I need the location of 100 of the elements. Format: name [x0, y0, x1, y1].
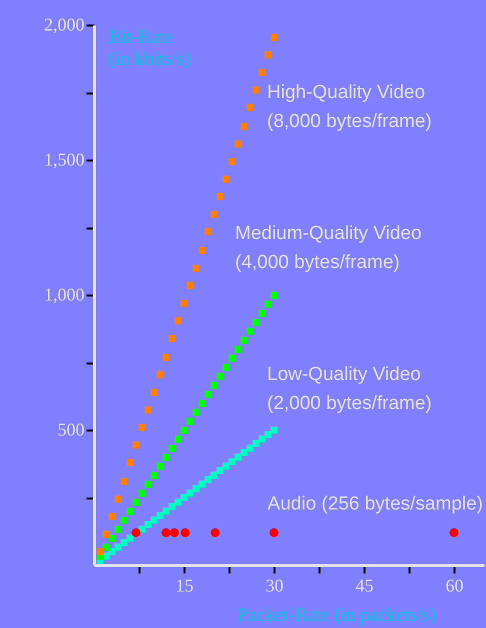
- point: [174, 435, 182, 442]
- point: [168, 444, 176, 452]
- point: [138, 489, 146, 496]
- point: [216, 192, 224, 200]
- point: [270, 426, 278, 434]
- point: [126, 458, 134, 466]
- point: [170, 528, 179, 538]
- point: [210, 472, 218, 479]
- point: [168, 334, 176, 342]
- point: [240, 122, 248, 130]
- point: [198, 480, 206, 488]
- x-tick-label: 45: [356, 576, 374, 596]
- point: [156, 512, 164, 520]
- point: [240, 448, 248, 456]
- point: [192, 408, 200, 416]
- x-tick-label: 60: [446, 576, 464, 596]
- point: [246, 104, 254, 111]
- point: [198, 400, 206, 406]
- point: [210, 528, 220, 538]
- series-label: High-Quality Video (8,000 bytes/frame): [267, 82, 432, 132]
- point: [156, 371, 164, 378]
- point: [162, 508, 170, 514]
- point: [192, 485, 200, 492]
- point: [186, 418, 194, 425]
- text: Medium-Quality Video (4,000 bytes/frame): [235, 223, 422, 273]
- x-tick-label: 30: [266, 576, 284, 596]
- y-tick-label: 500: [58, 420, 84, 440]
- point: [162, 528, 170, 538]
- point: [180, 528, 190, 538]
- point: [252, 318, 260, 326]
- point: [150, 472, 158, 479]
- point: [180, 426, 188, 434]
- point: [264, 51, 272, 58]
- point: [162, 454, 170, 460]
- point: [216, 467, 224, 474]
- point: [210, 381, 218, 388]
- point: [222, 175, 230, 182]
- y-tick-label: 2,000: [44, 14, 84, 34]
- point: [270, 292, 278, 298]
- point: [180, 300, 188, 307]
- point: [144, 480, 152, 488]
- point: [222, 462, 230, 470]
- point: [234, 454, 242, 460]
- point: [246, 327, 254, 334]
- point: [228, 354, 236, 362]
- point: [126, 508, 134, 514]
- point: [180, 494, 188, 501]
- point: [132, 441, 140, 448]
- point: [228, 158, 236, 165]
- point: [186, 282, 194, 290]
- point: [120, 516, 128, 524]
- point: [234, 346, 242, 352]
- point: [96, 548, 104, 555]
- point: [264, 431, 272, 438]
- point: [168, 502, 176, 510]
- point: [144, 406, 152, 414]
- point: [450, 528, 458, 538]
- point: [240, 336, 248, 344]
- point: [204, 228, 212, 236]
- point: [204, 390, 212, 398]
- point: [162, 354, 170, 361]
- point: [102, 543, 110, 550]
- point: [156, 462, 164, 470]
- point: [228, 458, 236, 466]
- point: [270, 34, 278, 41]
- point: [264, 300, 272, 308]
- point: [174, 498, 182, 506]
- point: [192, 264, 200, 272]
- point: [216, 372, 224, 380]
- point: [108, 534, 116, 542]
- point: [108, 512, 116, 520]
- series-label: Audio (256 bytes/sample): [268, 494, 483, 515]
- point: [222, 364, 230, 371]
- point: [258, 310, 266, 317]
- point: [258, 68, 266, 76]
- point: [102, 530, 110, 538]
- x-axis-title: Packet-Rate (in packets/s): [237, 604, 436, 626]
- point: [252, 440, 260, 447]
- point: [114, 543, 122, 550]
- point: [138, 424, 146, 431]
- point: [150, 516, 158, 524]
- point: [132, 498, 140, 506]
- point: [144, 521, 152, 528]
- point: [114, 495, 122, 502]
- point: [120, 478, 128, 485]
- point: [186, 489, 194, 496]
- point: [246, 444, 254, 452]
- y-tick-label: 1,000: [44, 284, 84, 304]
- point: [120, 539, 128, 546]
- point: [204, 476, 212, 483]
- series-label: Low-Quality Video (2,000 bytes/frame): [267, 364, 432, 414]
- y-axis-title: Bit-Rate (in kbits/s): [108, 26, 190, 70]
- point: [234, 140, 242, 148]
- point: [258, 435, 266, 442]
- x-tick-label: 15: [176, 576, 194, 596]
- point: [252, 86, 260, 94]
- point: [150, 388, 158, 396]
- point: [174, 317, 182, 324]
- point: [270, 528, 278, 538]
- point: [114, 526, 122, 533]
